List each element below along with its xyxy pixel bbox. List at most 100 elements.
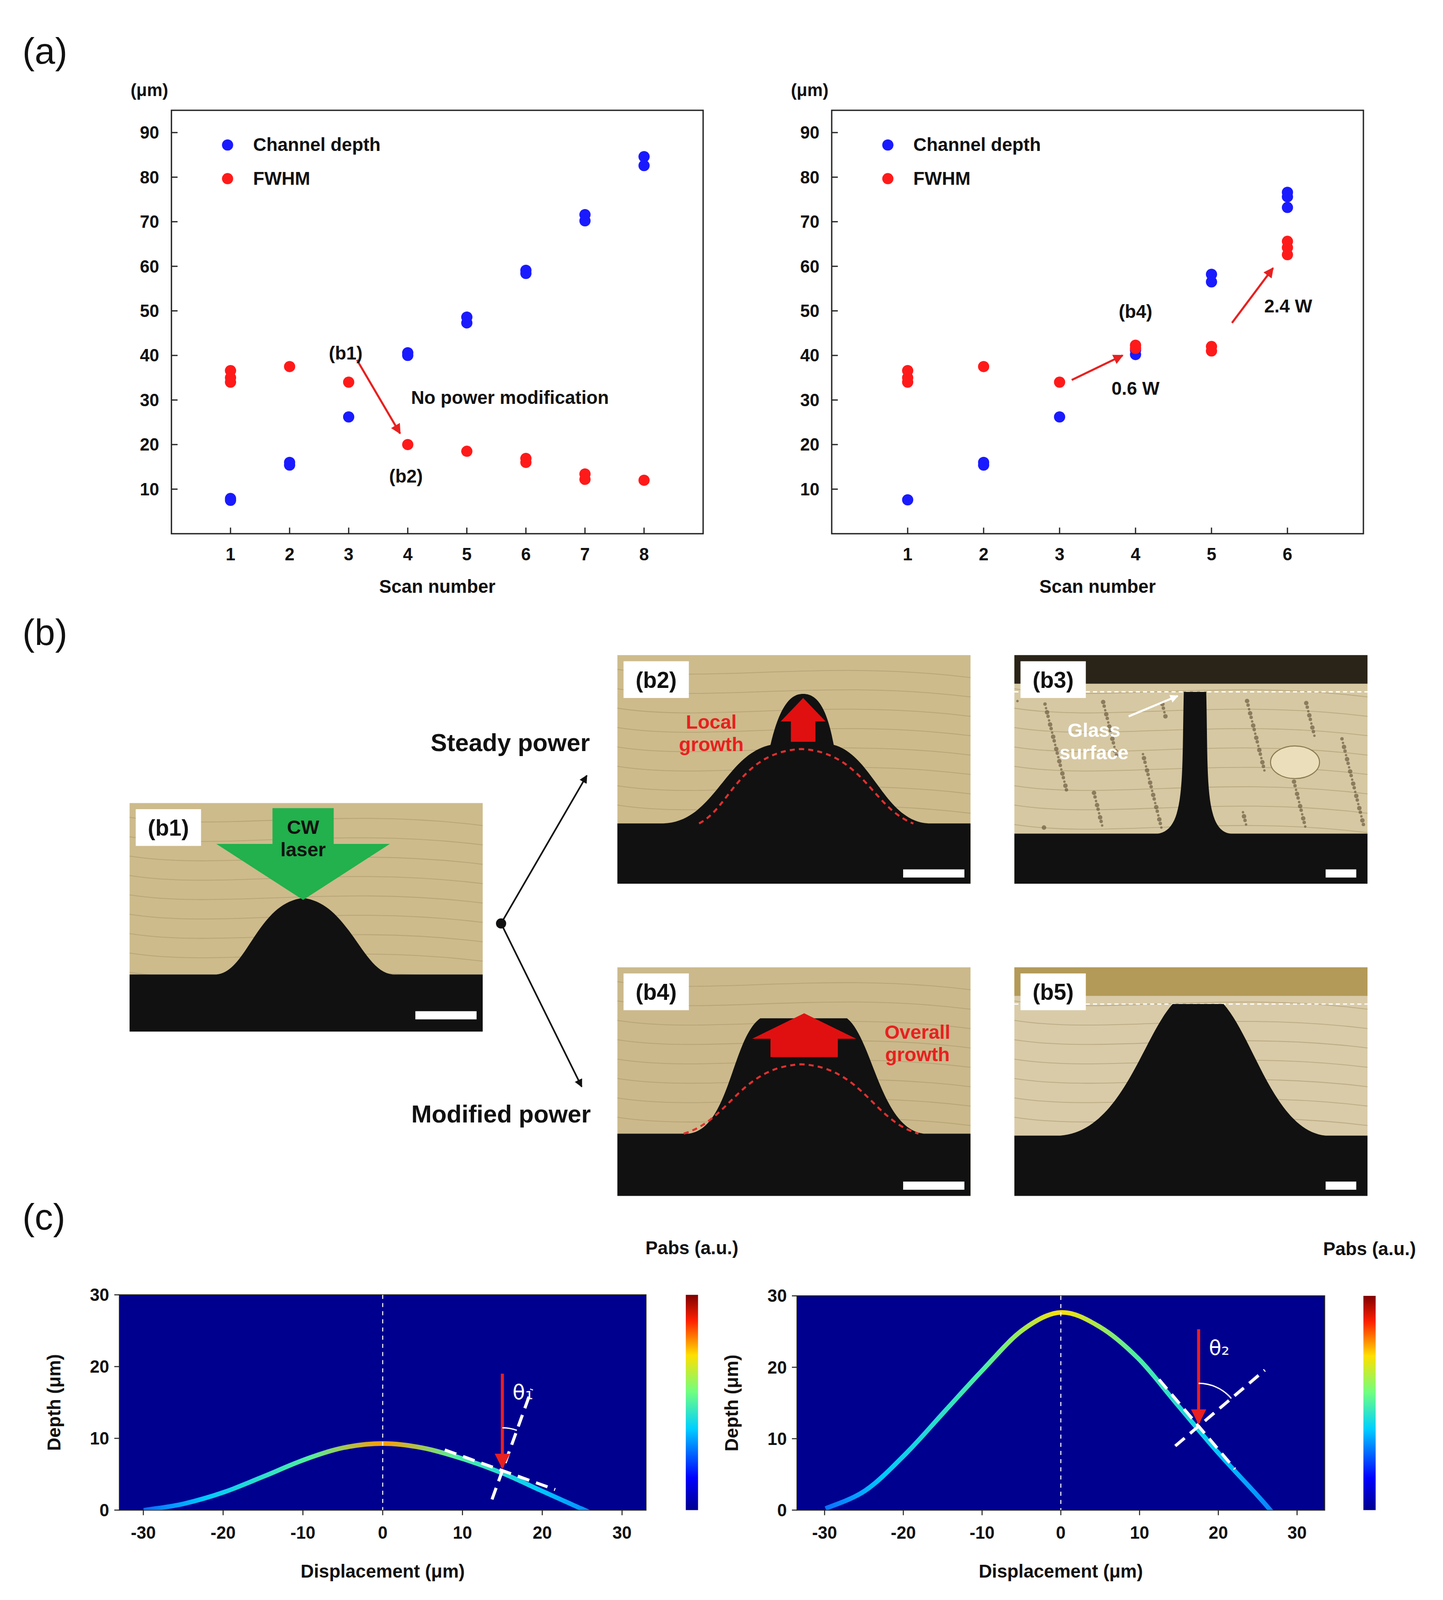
center-line	[382, 1295, 383, 1511]
micrograph: (b5)	[1014, 967, 1368, 1197]
micrograph: CWlaser(b1)	[129, 803, 483, 1033]
micrograph-background	[129, 803, 483, 1033]
channel-shape	[1014, 1004, 1368, 1196]
label: 0	[377, 1523, 388, 1543]
label: (b4)	[635, 979, 677, 1005]
point	[225, 493, 237, 505]
speckle	[1302, 820, 1307, 825]
speckle	[1248, 710, 1253, 716]
scatter-chart: 102030405060708090123456(μm)Scan numberC…	[791, 80, 1364, 598]
label: Depth (μm)	[721, 1354, 743, 1452]
label: (μm)	[130, 80, 169, 100]
speckle	[1144, 765, 1147, 768]
label: Pabs (a.u.)	[1323, 1238, 1417, 1260]
y-tick	[171, 176, 178, 178]
speckle	[1149, 785, 1153, 789]
x-tick	[462, 1510, 464, 1516]
speckle	[1347, 766, 1351, 769]
scale-bar	[903, 1181, 965, 1190]
speckle	[1346, 761, 1351, 766]
marks	[824, 1296, 1274, 1511]
tangent-line	[1158, 1379, 1235, 1470]
label: 30	[139, 390, 160, 410]
speckle	[1349, 774, 1353, 778]
speckle	[1063, 783, 1068, 789]
speckle	[1301, 816, 1306, 821]
speckle	[1146, 772, 1151, 777]
micrograph: Glasssurface(b3)	[1014, 655, 1368, 884]
label-line: laser	[280, 839, 326, 861]
plot-frame	[119, 1295, 647, 1511]
x-tick	[525, 527, 527, 534]
y-tick	[171, 399, 178, 401]
speckle	[1044, 710, 1050, 715]
speckle	[1250, 720, 1254, 723]
speckle	[1352, 786, 1357, 790]
tangent-line	[444, 1450, 555, 1491]
speckle	[1310, 722, 1313, 725]
point	[461, 445, 473, 458]
label: 4	[1130, 544, 1141, 565]
speckle	[1261, 764, 1266, 769]
label: 20	[767, 1358, 787, 1378]
speckle	[1297, 803, 1303, 809]
x-tick	[1060, 1510, 1062, 1516]
growth-arrow	[780, 698, 826, 743]
label: -20	[210, 1523, 236, 1543]
plot-frame	[831, 110, 1364, 534]
micrograph-background	[617, 655, 971, 884]
speckle	[1311, 730, 1316, 734]
speckle	[1244, 699, 1250, 704]
previous-profile	[699, 748, 914, 824]
speckle	[1340, 737, 1344, 741]
speckle	[1241, 811, 1244, 814]
x-tick	[1296, 1510, 1298, 1516]
label: Modified power	[411, 1100, 592, 1128]
speckle	[1143, 760, 1147, 765]
label: 30	[800, 390, 820, 410]
label: Displacement (μm)	[300, 1561, 465, 1583]
point	[284, 360, 296, 373]
speckle	[1358, 810, 1363, 815]
x-tick	[1286, 527, 1289, 534]
label: 6	[1282, 544, 1293, 565]
label-patch	[135, 809, 202, 846]
x-tick	[142, 1510, 144, 1516]
annotation-arrow	[1071, 355, 1123, 381]
label: 2	[284, 544, 295, 565]
speckle	[1344, 757, 1350, 762]
y-tick	[831, 399, 838, 401]
x-tick	[407, 527, 409, 534]
point	[520, 452, 532, 465]
point	[579, 209, 591, 221]
speckle	[1049, 726, 1054, 731]
point	[1281, 201, 1294, 214]
label: 5	[462, 544, 472, 565]
label-patch	[1020, 973, 1087, 1011]
speckle	[1351, 781, 1356, 787]
y-tick	[831, 488, 838, 490]
speckle	[1141, 756, 1147, 761]
label: Displacement (μm)	[978, 1561, 1143, 1583]
legend-swatch	[221, 172, 234, 185]
speckle	[1055, 751, 1060, 756]
speckle	[1307, 713, 1312, 718]
speckle	[1094, 802, 1100, 808]
point	[1281, 235, 1294, 248]
y-tick	[114, 1366, 120, 1368]
normal-line	[491, 1389, 532, 1500]
colorbar	[1363, 1296, 1376, 1511]
label: Glasssurface	[1059, 719, 1129, 764]
label: 90	[139, 123, 160, 143]
label-patch	[1020, 661, 1087, 699]
label: -10	[969, 1523, 995, 1543]
label: FWHM	[913, 168, 971, 189]
speckle	[1259, 760, 1265, 765]
point	[638, 150, 650, 163]
label: Channel depth	[913, 134, 1041, 156]
x-tick	[621, 1510, 623, 1516]
speckle	[1291, 779, 1297, 785]
micrograph-background	[1014, 655, 1368, 884]
label: 10	[1130, 1523, 1150, 1543]
absorption-band	[143, 1441, 591, 1511]
